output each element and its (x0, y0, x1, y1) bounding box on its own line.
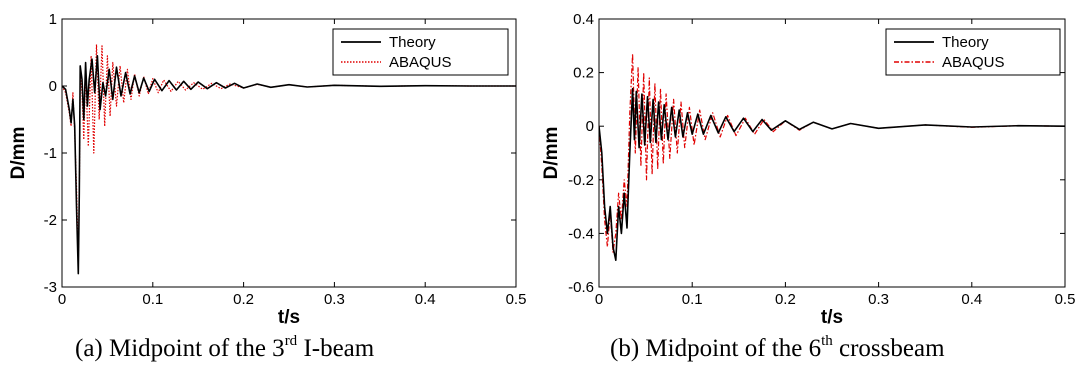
x-tick-label: 0.5 (506, 291, 527, 308)
x-axis-label: t/s (278, 307, 300, 328)
chart-b: 0 0.1 0.2 0.3 0.4 0.5 -0.6 -0.4 -0.2 0 0.2 0.4 t/s D/… (541, 11, 1075, 328)
caption-b-rest: crossbeam (832, 335, 945, 362)
legend-label-abaqus: ABAQUS (942, 54, 1005, 71)
x-tick-label: 0.1 (682, 291, 703, 308)
legend-label-theory: Theory (389, 34, 436, 51)
y-tick-label: -0.4 (568, 225, 594, 242)
y-tick-label: 0 (586, 118, 594, 135)
legend-label-theory: Theory (942, 34, 989, 51)
y-axis-label: D/mm (8, 127, 29, 180)
legend: Theory ABAQUS (885, 28, 1061, 76)
caption-a-sup: rd (284, 333, 298, 349)
chart-a: 0 0.1 0.2 0.3 0.4 0.5 -3 -2 -1 0 1 t/s D/mm Theory ABA… (8, 11, 526, 328)
series-theory (599, 87, 1065, 262)
y-tick-label: -2 (44, 212, 57, 229)
series-abaqus (599, 53, 1065, 253)
y-axis-label: D/mm (541, 127, 562, 180)
x-tick-label: 0.3 (868, 291, 889, 308)
caption-a: (a) Midpoint of the 3rd I-beam (75, 334, 374, 364)
x-tick-label: 0.3 (324, 291, 345, 308)
y-tick-label: -1 (44, 145, 57, 162)
y-tick-label: 1 (49, 11, 57, 28)
caption-b-text: (b) Midpoint of the 6 (610, 335, 822, 362)
caption-b: (b) Midpoint of the 6th crossbeam (610, 334, 945, 364)
plot-frame (598, 18, 1066, 288)
legend-box (885, 28, 1061, 76)
x-tick-label: 0.2 (233, 291, 254, 308)
legend-box (332, 28, 509, 76)
x-tick-label: 0 (58, 291, 66, 308)
y-tick-label: -3 (44, 279, 57, 296)
y-tick-label: -0.6 (568, 279, 594, 296)
caption-b-sup: th (821, 333, 833, 349)
legend: Theory ABAQUS (332, 28, 509, 76)
x-tick-label: 0.4 (961, 291, 982, 308)
y-tick-label: 0.2 (573, 65, 594, 82)
caption-a-text: (a) Midpoint of the 3 (75, 335, 285, 362)
x-axis-label: t/s (821, 307, 843, 328)
x-tick-label: 0.4 (415, 291, 436, 308)
x-tick-label: 0.5 (1055, 291, 1076, 308)
y-tick-label: 0.4 (573, 11, 594, 28)
legend-label-abaqus: ABAQUS (389, 54, 452, 71)
series-theory (62, 54, 516, 275)
y-tick-label: -0.2 (568, 172, 594, 189)
series-abaqus (62, 43, 516, 261)
x-tick-label: 0 (595, 291, 603, 308)
x-tick-label: 0.2 (775, 291, 796, 308)
y-tick-label: 0 (49, 78, 57, 95)
caption-a-rest: I-beam (297, 335, 375, 362)
x-tick-label: 0.1 (142, 291, 163, 308)
